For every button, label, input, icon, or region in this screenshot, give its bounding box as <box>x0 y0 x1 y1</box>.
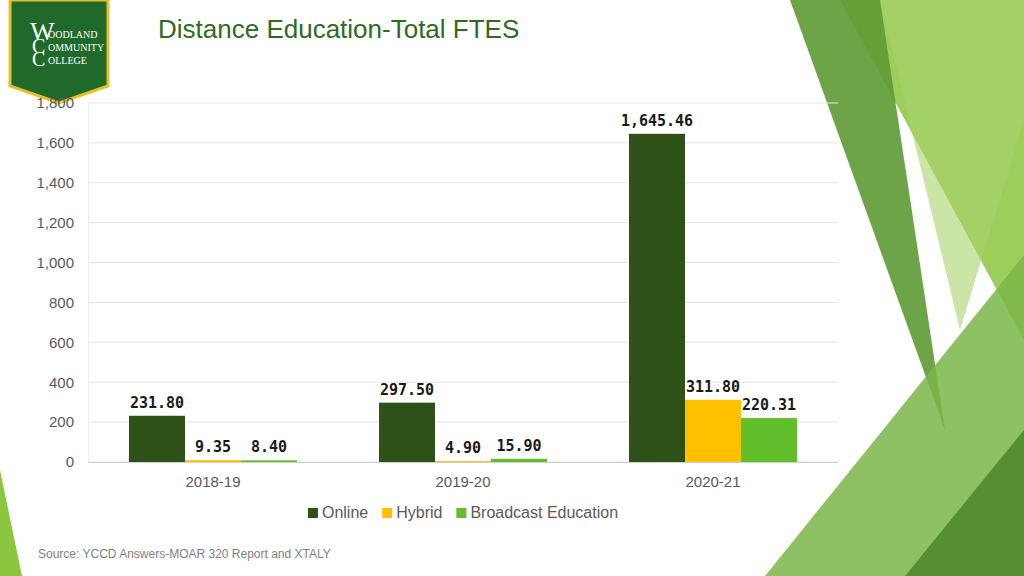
data-label: 1,645.46 <box>621 112 693 130</box>
logo-text: OODLAND <box>48 29 97 40</box>
legend: Online Hybrid Broadcast Education <box>308 504 618 521</box>
decor-shape <box>880 0 1024 330</box>
data-label: 15.90 <box>496 437 541 455</box>
y-tick: 1,400 <box>36 174 88 191</box>
data-label: 9.35 <box>195 438 231 456</box>
legend-label: Broadcast Education <box>470 504 618 521</box>
x-tick: 2020-21 <box>685 462 740 490</box>
decor-shape <box>0 470 22 576</box>
logo: WOODLANDCOMMUNITYCOLLEGE <box>10 0 108 103</box>
x-axis: 2018-19 2019-20 2020-21 <box>89 462 839 490</box>
legend-swatch <box>456 508 466 518</box>
data-label: 4.90 <box>445 439 481 457</box>
y-tick-label: 200 <box>49 413 74 430</box>
grid-line <box>88 302 838 303</box>
bar <box>491 459 547 462</box>
bar <box>629 134 685 462</box>
bar <box>379 403 435 462</box>
grid-line <box>88 222 838 223</box>
bar <box>241 460 297 462</box>
bars <box>129 134 797 462</box>
data-labels: 231.80 297.50 1,645.46 9.35 4.90 311.80 8.40 15… <box>130 112 796 457</box>
y-tick: 1,600 <box>36 134 88 151</box>
data-label: 220.31 <box>742 396 796 414</box>
legend-item: Hybrid <box>382 504 442 521</box>
decor-shape <box>765 255 1024 576</box>
data-label: 297.50 <box>380 381 434 399</box>
y-tick: 800 <box>49 294 88 311</box>
logo-shield <box>10 0 108 103</box>
x-axis-line <box>89 462 839 463</box>
grid-line <box>88 142 838 143</box>
decor-shape <box>905 430 1024 576</box>
grid-line <box>88 103 838 104</box>
bar <box>129 416 185 462</box>
x-tick-label: 2019-20 <box>435 473 490 490</box>
grid <box>88 103 838 462</box>
y-axis-line <box>88 104 89 463</box>
data-label: 311.80 <box>686 378 740 396</box>
x-tick-label: 2018-19 <box>185 473 240 490</box>
y-tick: 600 <box>49 334 88 351</box>
bar <box>685 400 741 462</box>
data-label: 231.80 <box>130 394 184 412</box>
y-tick-label: 1,400 <box>36 174 74 191</box>
logo-initial: C <box>32 48 45 70</box>
legend-label: Online <box>322 504 368 521</box>
y-tick-label: 800 <box>49 294 74 311</box>
y-tick-label: 400 <box>49 374 74 391</box>
y-tick-label: 1,000 <box>36 254 74 271</box>
y-tick: 1,200 <box>36 214 88 231</box>
y-tick: 0 <box>66 453 88 470</box>
x-tick: 2019-20 <box>435 462 490 490</box>
y-tick: 400 <box>49 374 88 391</box>
data-label: 8.40 <box>251 438 287 456</box>
y-tick: 1,000 <box>36 254 88 271</box>
grid-line <box>88 342 838 343</box>
grid-line <box>88 182 838 183</box>
y-tick-label: 600 <box>49 334 74 351</box>
chart-root: WOODLANDCOMMUNITYCOLLEGE Distance Educati… <box>0 0 1024 576</box>
bar <box>185 460 241 462</box>
bar <box>741 418 797 462</box>
y-tick-label: 1,200 <box>36 214 74 231</box>
y-tick-label: 1,800 <box>36 94 74 111</box>
source-note: Source: YCCD Answers-MOAR 320 Report and… <box>38 547 331 561</box>
legend-item: Broadcast Education <box>456 504 618 521</box>
y-tick: 200 <box>49 413 88 430</box>
bar <box>435 461 491 462</box>
grid-line <box>88 262 838 263</box>
y-tick-label: 1,600 <box>36 134 74 151</box>
legend-swatch <box>308 508 318 518</box>
y-tick: 1,800 <box>36 94 88 111</box>
logo-text: OLLEGE <box>48 55 87 66</box>
logo-text: OMMUNITY <box>48 42 104 53</box>
x-tick-label: 2020-21 <box>685 473 740 490</box>
chart-title: Distance Education-Total FTES <box>158 14 519 44</box>
legend-label: Hybrid <box>396 504 442 521</box>
legend-swatch <box>382 508 392 518</box>
y-axis: 0 200 400 600 800 1,000 1,200 1,400 1,600 1,800 <box>36 94 88 470</box>
x-tick: 2018-19 <box>185 462 240 490</box>
y-tick-label: 0 <box>66 453 74 470</box>
legend-item: Online <box>308 504 368 521</box>
decoration <box>0 0 1024 576</box>
